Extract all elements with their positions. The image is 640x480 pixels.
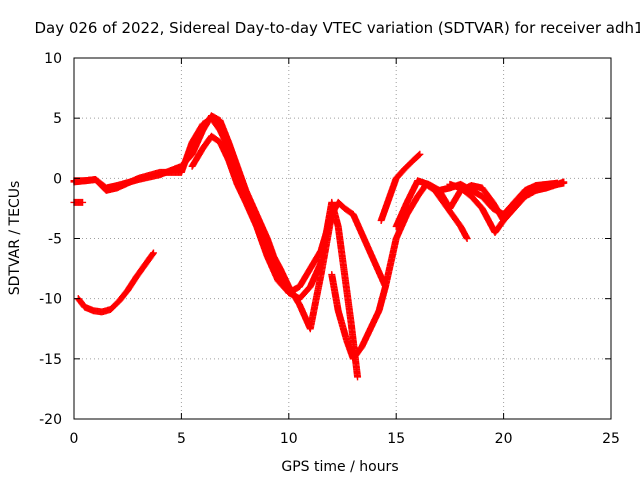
series-track-8 — [446, 179, 561, 236]
series-track-3 — [188, 132, 362, 381]
data-points — [70, 198, 87, 206]
x-tick-label: 0 — [70, 431, 79, 447]
y-tick-label: -10 — [39, 292, 62, 308]
x-tick-label: 15 — [387, 431, 405, 447]
x-axis-label: GPS time / hours — [281, 459, 398, 475]
y-tick-label: -20 — [39, 412, 62, 428]
data-points — [74, 249, 157, 316]
series-track-9 — [70, 198, 87, 206]
x-tick-label: 10 — [280, 431, 298, 447]
y-tick-label: -15 — [39, 352, 62, 368]
axes: 0 5 10 15 20 25 -20 -15 -10 -5 0 5 10 — [39, 51, 620, 447]
y-tick-label: 0 — [53, 171, 62, 187]
data-points — [188, 132, 362, 381]
data-points — [446, 179, 561, 236]
chart-title: Day 026 of 2022, Sidereal Day-to-day VTE… — [34, 19, 640, 37]
y-tick-label: 5 — [53, 111, 62, 127]
y-axis-label: SDTVAR / TECUs — [7, 181, 23, 296]
y-tick-label: 10 — [44, 51, 62, 67]
x-tick-label: 5 — [177, 431, 186, 447]
data-points — [377, 150, 424, 224]
x-tick-label: 20 — [495, 431, 513, 447]
y-tick-label: -5 — [48, 232, 62, 248]
series-track-5 — [377, 150, 424, 224]
x-tick-label: 25 — [602, 431, 620, 447]
data-series — [70, 112, 568, 381]
series-track-10 — [74, 249, 157, 316]
